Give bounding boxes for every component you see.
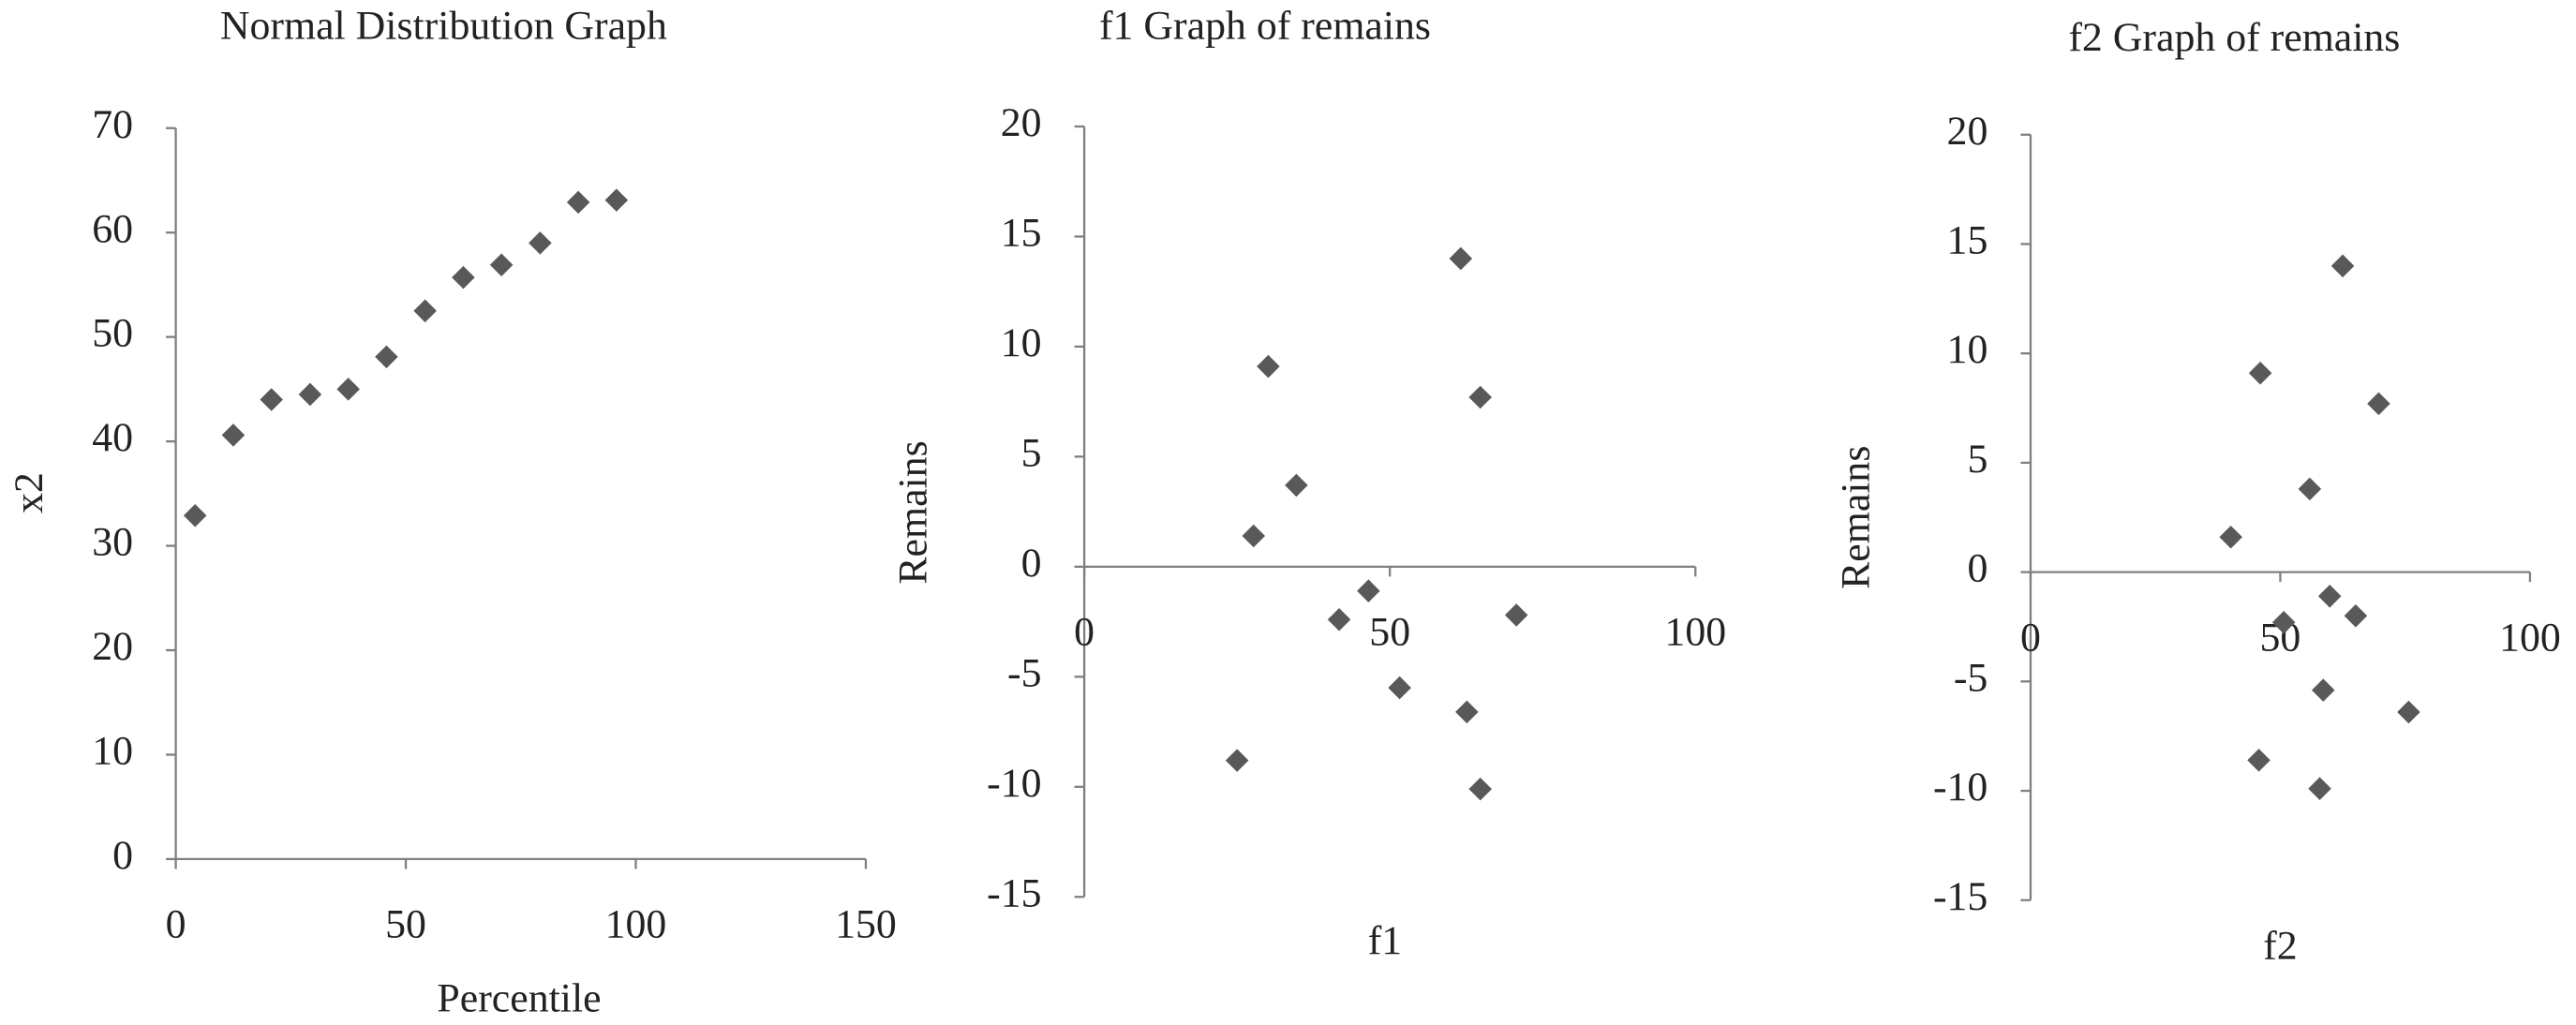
x-tick-label: 0 (1074, 610, 1094, 655)
x-tick-label: 50 (385, 902, 426, 947)
y-tick-label: -5 (1954, 655, 1988, 700)
y-tick-label: 20 (1947, 109, 1988, 154)
point (375, 345, 398, 369)
point (1357, 579, 1380, 602)
chart-title: f2 Graph of remains (2068, 15, 2400, 60)
point (2330, 254, 2355, 278)
point (298, 382, 322, 407)
point (1504, 603, 1528, 627)
point (2308, 777, 2331, 800)
y-tick-label: 10 (1947, 327, 1988, 372)
point (604, 188, 629, 212)
y-tick-label: 20 (92, 624, 133, 669)
y-tick-label: 50 (92, 311, 133, 356)
point (1225, 749, 1249, 772)
point (2271, 611, 2296, 634)
x-axis-label: f1 (1368, 918, 1403, 963)
y-tick-label: 60 (92, 206, 133, 251)
x-tick-label: 100 (1664, 610, 1726, 655)
point (1327, 607, 1351, 631)
y-axis-label: x2 (7, 472, 52, 513)
y-tick-label: 0 (1967, 546, 1988, 591)
point (2311, 678, 2335, 702)
point (260, 388, 283, 411)
y-tick-label: -10 (1933, 765, 1988, 810)
point (183, 503, 207, 527)
y-tick-label: 5 (1967, 437, 1988, 482)
point (2219, 525, 2242, 549)
point (221, 423, 246, 447)
y-tick-label: -5 (1007, 650, 1042, 695)
x-tick-label: 100 (605, 902, 667, 947)
point (2367, 392, 2390, 416)
point (1455, 700, 1479, 724)
y-tick-label: 0 (1021, 541, 1042, 586)
point (1449, 246, 1473, 271)
y-tick-label: 15 (1947, 218, 1988, 263)
point (489, 253, 514, 277)
point (2344, 604, 2368, 628)
point (413, 299, 437, 323)
x-axis-label: f2 (2263, 923, 2298, 968)
x-tick-label: 50 (1369, 610, 1410, 655)
point (1388, 676, 1411, 700)
y-tick-label: 0 (112, 833, 133, 878)
y-axis-label: Remains (1834, 446, 1879, 589)
point (1285, 473, 1308, 498)
x-tick-label: 0 (166, 902, 186, 947)
point (1468, 777, 1492, 801)
point (2298, 477, 2322, 501)
point (2248, 361, 2272, 385)
point (566, 190, 590, 215)
y-tick-label: -10 (987, 761, 1041, 806)
chart-title: Normal Distribution Graph (220, 4, 667, 49)
point (2397, 700, 2420, 724)
y-tick-label: 70 (92, 102, 133, 147)
point (336, 378, 360, 401)
chart-title: f1 Graph of remains (1099, 4, 1431, 49)
x-tick-label: 100 (2499, 615, 2561, 660)
y-tick-label: 10 (92, 729, 133, 774)
y-tick-label: 40 (92, 415, 133, 460)
point (1468, 385, 1492, 409)
point (529, 231, 552, 255)
point (2317, 585, 2342, 608)
point (1242, 524, 1266, 548)
point (452, 265, 475, 290)
x-axis-label: Percentile (437, 976, 601, 1021)
y-tick-label: 15 (1001, 211, 1042, 256)
x-tick-label: 150 (835, 902, 897, 947)
x-tick-label: 0 (2020, 615, 2041, 660)
y-tick-label: 10 (1001, 320, 1042, 365)
y-axis-label: Remains (890, 440, 935, 584)
y-tick-label: -15 (1933, 874, 1988, 919)
y-tick-label: 20 (1001, 100, 1042, 145)
y-tick-label: 30 (92, 520, 133, 565)
point (1257, 354, 1280, 379)
point (2247, 749, 2271, 772)
y-tick-label: 5 (1021, 430, 1042, 475)
y-tick-label: -15 (987, 870, 1041, 915)
